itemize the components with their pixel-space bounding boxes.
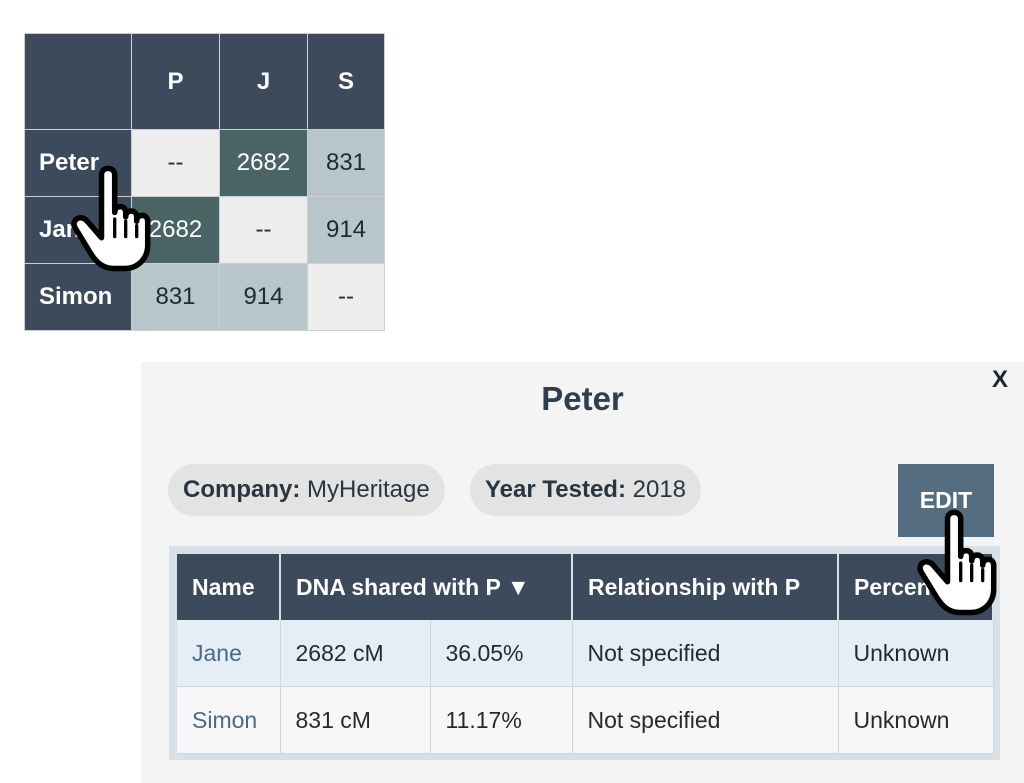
matrix-cell: -- <box>219 196 308 264</box>
matrix-row-header-simon[interactable]: Simon <box>24 263 132 331</box>
shared-cm: 2682 cM <box>280 620 431 687</box>
company-chip: Company: MyHeritage <box>168 464 445 516</box>
matrix-corner <box>24 33 132 130</box>
matrix-cell: -- <box>307 263 385 331</box>
match-name-link[interactable]: Simon <box>177 686 281 754</box>
percent-value: Unknown <box>838 686 994 754</box>
year-tested-label: Year Tested: <box>485 476 626 503</box>
shared-cm: 831 cM <box>280 686 431 754</box>
column-header-dna-shared[interactable]: DNA shared with P ▼ <box>280 554 573 620</box>
year-tested-chip: Year Tested: 2018 <box>470 464 702 516</box>
panel-title: Peter <box>541 380 624 417</box>
dna-matrix: P J S Peter -- 2682 831 Jane 2682 -- 914… <box>24 33 385 331</box>
matrix-row-header-jane[interactable]: Jane <box>24 196 132 264</box>
relationship: Not specified <box>572 686 839 754</box>
column-header-percent[interactable]: Percent <box>838 554 994 620</box>
matrix-cell: -- <box>131 129 220 197</box>
match-name-link[interactable]: Jane <box>177 620 281 687</box>
close-button[interactable]: X <box>992 366 1009 393</box>
matrix-cell[interactable]: 2682 <box>131 196 220 264</box>
matches-table-container: Name DNA shared with P ▼ Relationship wi… <box>169 546 1000 760</box>
matrix-cell[interactable]: 831 <box>131 263 220 331</box>
shared-percent: 11.17% <box>430 686 573 754</box>
matrix-col-header-j: J <box>219 33 308 130</box>
matrix-cell[interactable]: 914 <box>307 196 385 264</box>
year-tested-value: 2018 <box>632 476 687 503</box>
matrix-col-header-s: S <box>307 33 385 130</box>
matrix-cell[interactable]: 914 <box>219 263 308 331</box>
table-row: Jane 2682 cM 36.05% Not specified Unknow… <box>177 620 994 687</box>
matrix-cell[interactable]: 831 <box>307 129 385 197</box>
shared-percent: 36.05% <box>430 620 573 687</box>
matrix-cell[interactable]: 2682 <box>219 129 308 197</box>
matrix-row-header-peter[interactable]: Peter <box>24 129 132 197</box>
column-header-name[interactable]: Name <box>177 554 281 620</box>
member-detail-panel: X Peter Company: MyHeritage Year Tested:… <box>141 362 1024 783</box>
table-row: Simon 831 cM 11.17% Not specified Unknow… <box>177 686 994 754</box>
edit-button[interactable]: EDIT <box>898 464 994 537</box>
company-label: Company: <box>183 476 301 503</box>
relationship: Not specified <box>572 620 839 687</box>
company-value: MyHeritage <box>307 476 430 503</box>
column-header-relationship[interactable]: Relationship with P <box>572 554 839 620</box>
matrix-col-header-p: P <box>131 33 220 130</box>
matches-table: Name DNA shared with P ▼ Relationship wi… <box>177 554 994 754</box>
percent-value: Unknown <box>838 620 994 687</box>
